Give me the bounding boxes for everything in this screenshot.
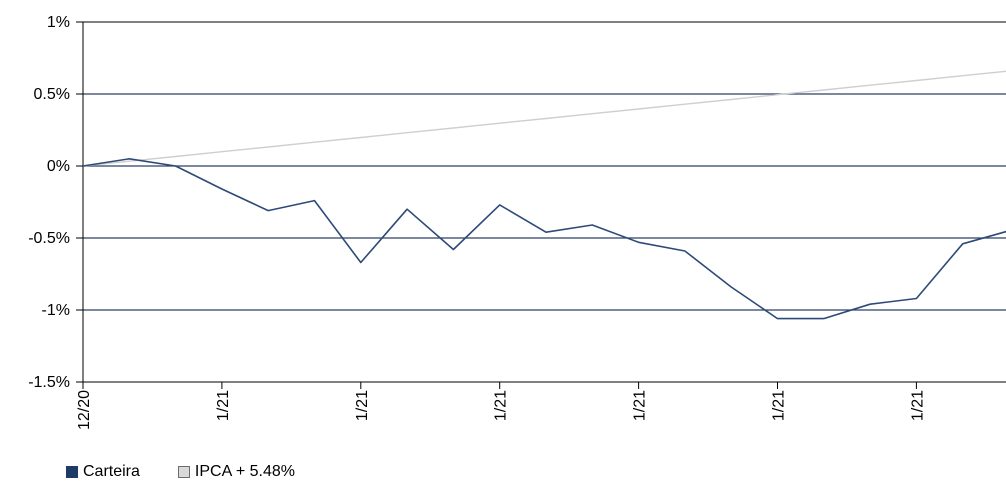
x-tick-label: 1/21 xyxy=(909,390,926,421)
y-tick-label: -1.5% xyxy=(28,374,70,391)
legend-label-ipca: IPCA + 5.48% xyxy=(194,463,295,480)
x-tick-label: 1/21 xyxy=(215,390,232,421)
gridlines xyxy=(83,93,1006,311)
legend-swatch-carteira xyxy=(66,466,78,478)
series-line-ipca xyxy=(82,70,1006,167)
y-tick-label: -0.5% xyxy=(28,230,70,247)
series xyxy=(82,70,1006,320)
y-tick-labels: 1% 0.5% 0% -0.5% -1% -1.5% xyxy=(28,14,70,391)
axes xyxy=(76,21,1006,389)
x-tick-label: 1/21 xyxy=(493,390,510,421)
legend-swatch-ipca xyxy=(177,466,190,478)
legend-item-ipca: IPCA + 5.48% xyxy=(177,463,295,481)
y-tick-label: 0.5% xyxy=(34,86,70,103)
legend: Carteira IPCA + 5.48% xyxy=(66,460,333,484)
y-tick-label: 0% xyxy=(47,158,70,175)
legend-label-carteira: Carteira xyxy=(83,463,140,480)
x-tick-labels: 12/20 1/21 1/21 1/21 1/21 1/21 1/21 xyxy=(76,390,926,430)
x-tick-label: 12/20 xyxy=(76,390,93,430)
x-tick-label: 1/21 xyxy=(771,390,788,421)
y-tick-label: -1% xyxy=(42,302,70,319)
x-tick-label: 1/21 xyxy=(354,390,371,421)
y-tick-label: 1% xyxy=(47,14,70,31)
x-tick-label: 1/21 xyxy=(632,390,649,421)
series-line-carteira xyxy=(82,158,1006,320)
legend-item-carteira: Carteira xyxy=(66,463,140,481)
